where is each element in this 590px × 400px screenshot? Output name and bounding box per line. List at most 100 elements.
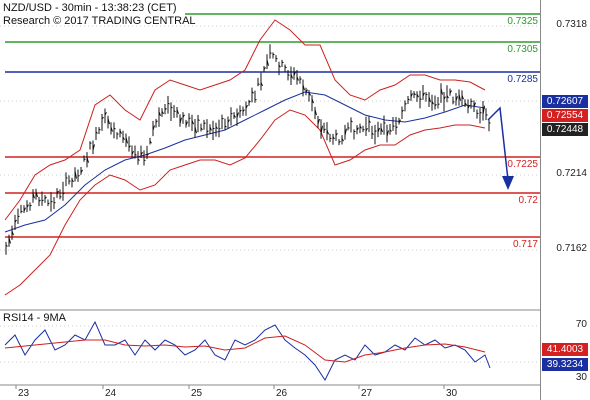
candle-tick xyxy=(311,98,314,104)
candle-tick xyxy=(71,179,74,183)
candle-tick xyxy=(398,119,401,124)
candle-tick xyxy=(365,127,368,131)
candle-tick xyxy=(455,96,458,101)
candle-tick xyxy=(266,59,269,66)
candle-tick xyxy=(440,88,443,95)
date-label: 25 xyxy=(191,388,203,399)
candle-tick xyxy=(236,112,239,118)
level-label: 0.7285 xyxy=(507,74,538,85)
candle-tick xyxy=(338,140,341,143)
candle-tick xyxy=(308,92,311,96)
candle-tick xyxy=(56,190,59,195)
level-label: 0.7305 xyxy=(507,44,538,55)
chart-title: NZD/USD - 30min - 13:38:23 (CET) xyxy=(3,2,177,14)
candle-tick xyxy=(62,192,65,195)
candle-tick xyxy=(185,121,188,126)
candle-tick xyxy=(458,93,461,101)
candle-tick xyxy=(326,129,329,135)
candle-tick xyxy=(107,118,110,125)
candle-tick xyxy=(296,76,299,81)
date-label: 24 xyxy=(105,388,117,399)
candle-tick xyxy=(284,66,287,69)
candle-tick xyxy=(29,204,32,207)
candle-tick xyxy=(128,145,131,149)
candle-tick xyxy=(209,126,212,131)
candle-tick xyxy=(302,84,305,91)
candle-tick xyxy=(215,126,218,130)
candle-tick xyxy=(380,127,383,133)
date-label: 26 xyxy=(276,388,288,399)
candle-tick xyxy=(86,157,89,163)
level-label: 0.7225 xyxy=(507,159,538,170)
candle-tick xyxy=(14,219,17,223)
candle-tick xyxy=(323,128,326,131)
candle-tick xyxy=(431,101,434,105)
candle-tick xyxy=(113,127,116,130)
candle-tick xyxy=(227,119,230,123)
candle-tick xyxy=(248,100,251,104)
bollinger-lower xyxy=(4,109,486,296)
candle-tick xyxy=(239,109,242,112)
candle-tick xyxy=(206,130,209,133)
candle-tick xyxy=(401,109,404,113)
candle-tick xyxy=(26,204,29,208)
candle-tick xyxy=(368,120,371,123)
candle-tick xyxy=(467,104,470,109)
candle-tick xyxy=(125,137,128,144)
candle-tick xyxy=(389,129,392,132)
candle-tick xyxy=(122,136,125,140)
candle-tick xyxy=(167,102,170,105)
candle-tick xyxy=(443,96,446,100)
candle-tick xyxy=(182,114,185,118)
candle-tick xyxy=(77,175,80,177)
level-label: 0.717 xyxy=(512,239,538,250)
forecast-arrow-head xyxy=(502,176,514,190)
candle-tick xyxy=(131,150,134,155)
candle-tick xyxy=(272,53,275,56)
rsi-title: RSI14 - 9MA xyxy=(3,312,66,324)
candle-tick xyxy=(281,61,284,64)
candle-tick xyxy=(341,138,344,142)
candle-tick xyxy=(23,207,26,212)
rsi-tick: 30 xyxy=(575,372,587,383)
candle-tick xyxy=(101,116,104,120)
candle-tick xyxy=(35,191,38,198)
candle-tick xyxy=(110,127,113,132)
candle-tick xyxy=(395,126,398,129)
candle-tick xyxy=(74,170,77,179)
candle-tick xyxy=(386,130,389,137)
candle-tick xyxy=(203,122,206,125)
moving-average xyxy=(4,91,486,233)
candle-tick xyxy=(359,125,362,129)
candle-tick xyxy=(482,105,485,115)
candle-tick xyxy=(350,120,353,123)
ma-price-tag: 0.72554 xyxy=(542,109,588,122)
candle-tick xyxy=(173,110,176,113)
candle-tick xyxy=(170,106,173,109)
candle-tick xyxy=(377,127,380,133)
candle-tick xyxy=(449,90,452,94)
price-tick: 0.7214 xyxy=(556,168,587,179)
candle-tick xyxy=(149,140,152,144)
candle-tick xyxy=(92,144,95,151)
price-axis: 0.7318 0.7214 0.7162 70 30 xyxy=(540,0,590,400)
candle-tick xyxy=(80,169,83,174)
candle-tick xyxy=(356,127,359,131)
candle-tick xyxy=(278,64,281,68)
candle-tick xyxy=(119,130,122,134)
candle-tick xyxy=(188,117,191,120)
candle-tick xyxy=(179,117,182,124)
candle-tick xyxy=(422,92,425,97)
last-price-tag: 0.72448 xyxy=(542,123,588,136)
candle-tick xyxy=(155,120,158,123)
candle-tick xyxy=(158,111,161,117)
candle-tick xyxy=(197,118,200,122)
candle-tick xyxy=(242,109,245,112)
candle-tick xyxy=(38,199,41,202)
candle-tick xyxy=(290,73,293,79)
rsi-line xyxy=(4,320,491,381)
forecast-arrow-path xyxy=(487,106,509,181)
candle-tick xyxy=(473,102,476,107)
candle-tick xyxy=(224,125,227,128)
